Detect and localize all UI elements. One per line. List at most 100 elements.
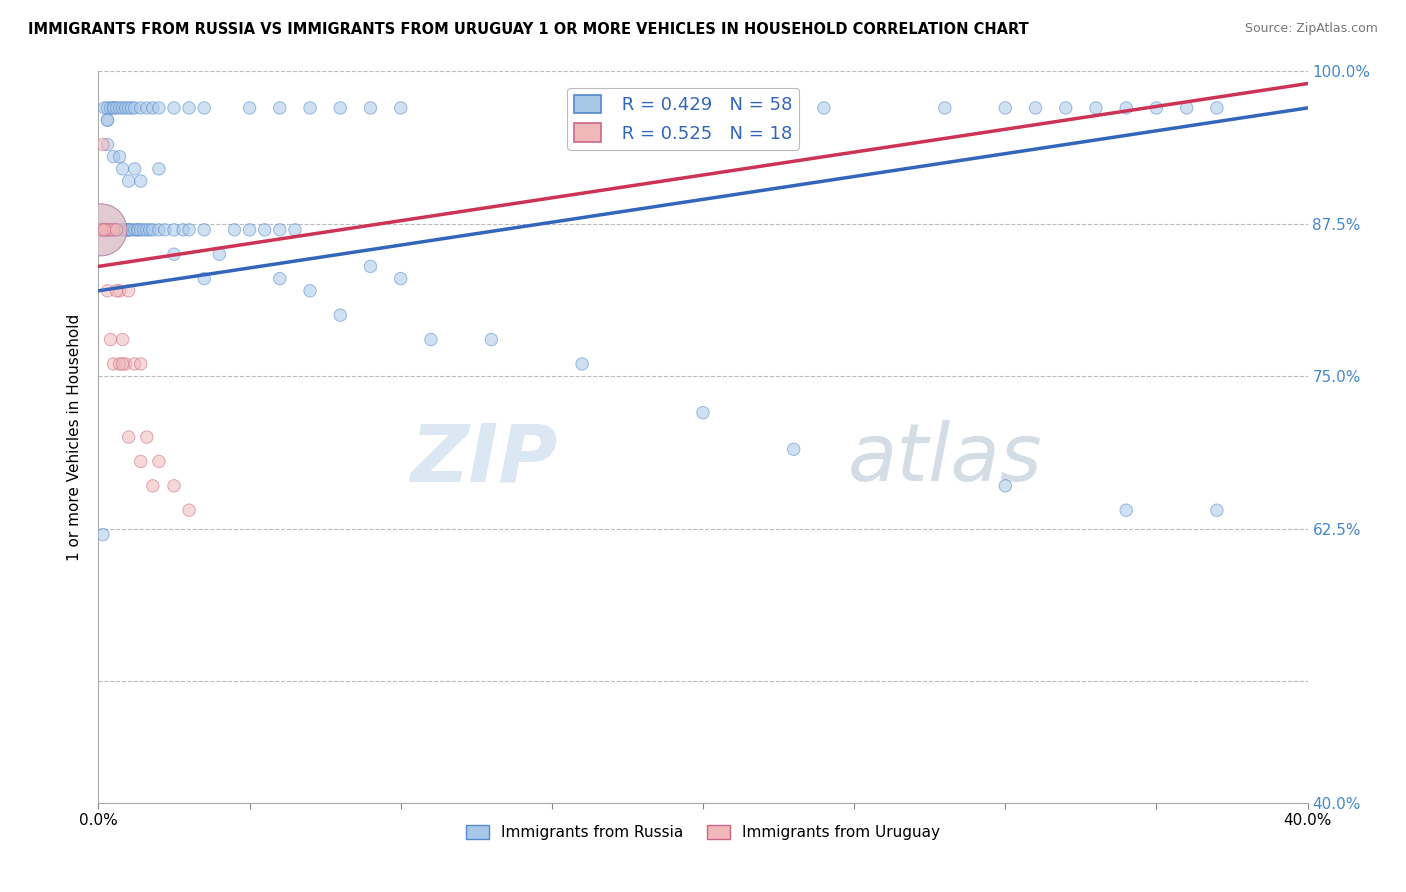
Point	[105, 223, 128, 237]
Point	[269, 271, 291, 285]
Point	[121, 101, 143, 115]
Point	[129, 101, 152, 115]
Point	[135, 223, 157, 237]
Point	[239, 223, 262, 237]
Point	[108, 223, 131, 237]
Point	[179, 223, 201, 237]
Point	[163, 247, 186, 261]
Point	[148, 161, 170, 176]
Point	[132, 223, 155, 237]
Point	[163, 101, 186, 115]
Point	[103, 357, 125, 371]
Point	[1024, 101, 1046, 115]
Point	[124, 357, 146, 371]
Point	[105, 101, 128, 115]
Point	[692, 101, 714, 115]
Point	[111, 333, 134, 347]
Point	[163, 223, 186, 237]
Point	[389, 101, 412, 115]
Point	[118, 223, 141, 237]
Point	[103, 223, 125, 237]
Point	[103, 223, 125, 237]
Point	[129, 454, 152, 468]
Point	[299, 101, 322, 115]
Text: atlas: atlas	[848, 420, 1043, 498]
Point	[114, 357, 136, 371]
Point	[163, 479, 186, 493]
Point	[100, 101, 122, 115]
Point	[1115, 101, 1137, 115]
Legend: Immigrants from Russia, Immigrants from Uruguay: Immigrants from Russia, Immigrants from …	[460, 819, 946, 847]
Point	[108, 150, 131, 164]
Point	[105, 223, 128, 237]
Point	[127, 223, 149, 237]
Point	[103, 223, 125, 237]
Point	[96, 223, 118, 237]
Point	[420, 333, 443, 347]
Point	[111, 357, 134, 371]
Point	[360, 260, 382, 274]
Point	[105, 223, 128, 237]
Point	[124, 223, 146, 237]
Point	[96, 137, 118, 152]
Point	[103, 150, 125, 164]
Point	[129, 174, 152, 188]
Point	[103, 101, 125, 115]
Point	[93, 223, 115, 237]
Point	[148, 223, 170, 237]
Point	[692, 406, 714, 420]
Point	[100, 223, 122, 237]
Point	[193, 223, 215, 237]
Point	[148, 454, 170, 468]
Point	[100, 223, 122, 237]
Point	[96, 223, 118, 237]
Point	[1175, 101, 1198, 115]
Point	[124, 161, 146, 176]
Point	[105, 223, 128, 237]
Y-axis label: 1 or more Vehicles in Household: 1 or more Vehicles in Household	[67, 313, 83, 561]
Point	[93, 101, 115, 115]
Point	[100, 333, 122, 347]
Point	[90, 223, 112, 237]
Point	[114, 101, 136, 115]
Point	[121, 223, 143, 237]
Point	[153, 223, 176, 237]
Point	[1206, 503, 1229, 517]
Point	[96, 284, 118, 298]
Point	[108, 223, 131, 237]
Point	[142, 223, 165, 237]
Point	[111, 101, 134, 115]
Point	[93, 223, 115, 237]
Point	[127, 223, 149, 237]
Point	[783, 442, 806, 457]
Point	[148, 101, 170, 115]
Point	[93, 223, 115, 237]
Point	[253, 223, 276, 237]
Point	[571, 357, 593, 371]
Point	[142, 101, 165, 115]
Point	[1054, 101, 1077, 115]
Point	[96, 113, 118, 128]
Point	[269, 101, 291, 115]
Text: IMMIGRANTS FROM RUSSIA VS IMMIGRANTS FROM URUGUAY 1 OR MORE VEHICLES IN HOUSEHOL: IMMIGRANTS FROM RUSSIA VS IMMIGRANTS FRO…	[28, 22, 1029, 37]
Point	[108, 357, 131, 371]
Point	[100, 223, 122, 237]
Point	[118, 174, 141, 188]
Point	[329, 308, 352, 322]
Point	[299, 284, 322, 298]
Point	[118, 284, 141, 298]
Point	[135, 101, 157, 115]
Point	[129, 357, 152, 371]
Point	[481, 333, 503, 347]
Point	[269, 223, 291, 237]
Point	[118, 223, 141, 237]
Point	[224, 223, 246, 237]
Point	[96, 101, 118, 115]
Point	[1144, 101, 1167, 115]
Point	[91, 137, 114, 152]
Point	[124, 101, 146, 115]
Point	[135, 430, 157, 444]
Point	[813, 101, 835, 115]
Point	[90, 223, 112, 237]
Point	[142, 479, 165, 493]
